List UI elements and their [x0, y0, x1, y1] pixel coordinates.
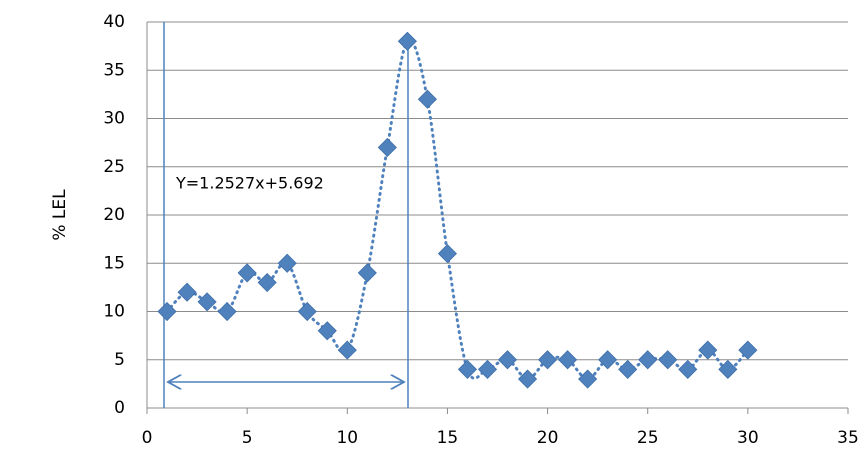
- data-point: [478, 360, 496, 378]
- y-tick-label: 25: [103, 157, 125, 177]
- trend-line: [167, 40, 748, 379]
- data-point: [599, 351, 617, 369]
- y-tick-label: 30: [103, 109, 125, 129]
- y-tick-label: 40: [103, 12, 125, 32]
- data-point: [238, 264, 256, 282]
- data-point: [298, 303, 316, 321]
- annotation: Y=1.2527x+5.692: [175, 174, 324, 193]
- data-point: [418, 90, 436, 108]
- data-point: [178, 283, 196, 301]
- data-point: [659, 351, 677, 369]
- y-tick-label: 5: [114, 350, 125, 370]
- y-tick-label: 10: [103, 302, 125, 322]
- data-point: [679, 360, 697, 378]
- x-tick-label: 20: [537, 428, 559, 448]
- x-tick-label: 15: [437, 428, 459, 448]
- data-point: [719, 360, 737, 378]
- data-point: [358, 264, 376, 282]
- x-tick-label: 5: [242, 428, 253, 448]
- data-point: [438, 245, 456, 263]
- data-point: [639, 351, 657, 369]
- data-point: [378, 138, 396, 156]
- y-tick-label: 20: [103, 205, 125, 225]
- y-axis-label: % LEL: [50, 189, 70, 241]
- y-tick-label: 0: [114, 398, 125, 418]
- chart: % LEL Y=1.2527x+5.692 0 5 10 15 20 25 30 35 40 0 5…: [0, 0, 864, 454]
- y-tick-label: 15: [103, 253, 125, 273]
- y-tick-label: 35: [103, 60, 125, 80]
- x-tick-label: 30: [737, 428, 759, 448]
- data-point: [218, 303, 236, 321]
- data-point: [739, 341, 757, 359]
- x-tick-label: 25: [637, 428, 659, 448]
- data-point: [158, 303, 176, 321]
- data-point: [619, 360, 637, 378]
- x-tick-label: 35: [837, 428, 859, 448]
- x-tick-label: 0: [142, 428, 153, 448]
- data-point: [278, 254, 296, 272]
- data-point: [338, 341, 356, 359]
- data-point: [458, 360, 476, 378]
- x-tick-label: 10: [336, 428, 358, 448]
- data-point: [398, 32, 416, 50]
- data-point: [318, 322, 336, 340]
